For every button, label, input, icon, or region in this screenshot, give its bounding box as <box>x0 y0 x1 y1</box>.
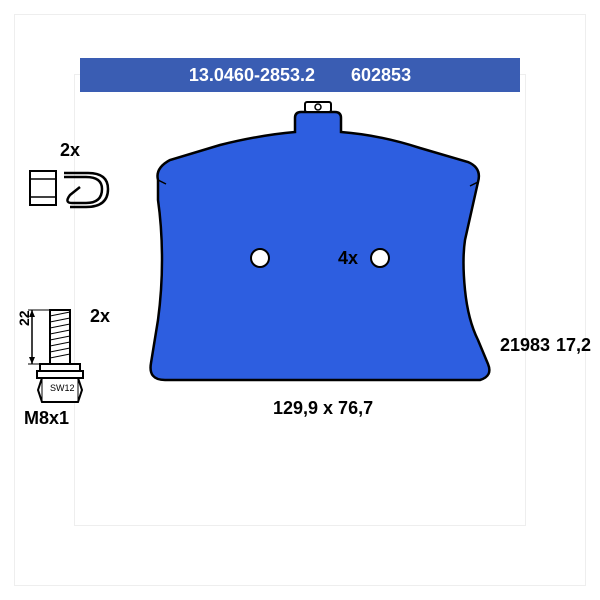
bolt-hex-size: SW12 <box>50 383 75 393</box>
bolt-length: 22 <box>16 310 32 326</box>
diagram-svg <box>0 0 600 600</box>
clip-shape <box>30 171 108 207</box>
bolt-thread: M8x1 <box>24 408 69 429</box>
bolt-qty: 2x <box>90 306 110 327</box>
pad-dimensions: 129,9 x 76,7 <box>273 398 373 419</box>
pad-qty: 4x <box>338 248 358 269</box>
pad-thickness: 17,2 <box>556 335 591 356</box>
diagram-canvas: 13.0460-2853.2 602853 Ate <box>0 0 600 600</box>
clip-qty: 2x <box>60 140 80 161</box>
pad-ref-number: 21983 <box>500 335 550 356</box>
brake-pad-shape <box>151 102 490 380</box>
